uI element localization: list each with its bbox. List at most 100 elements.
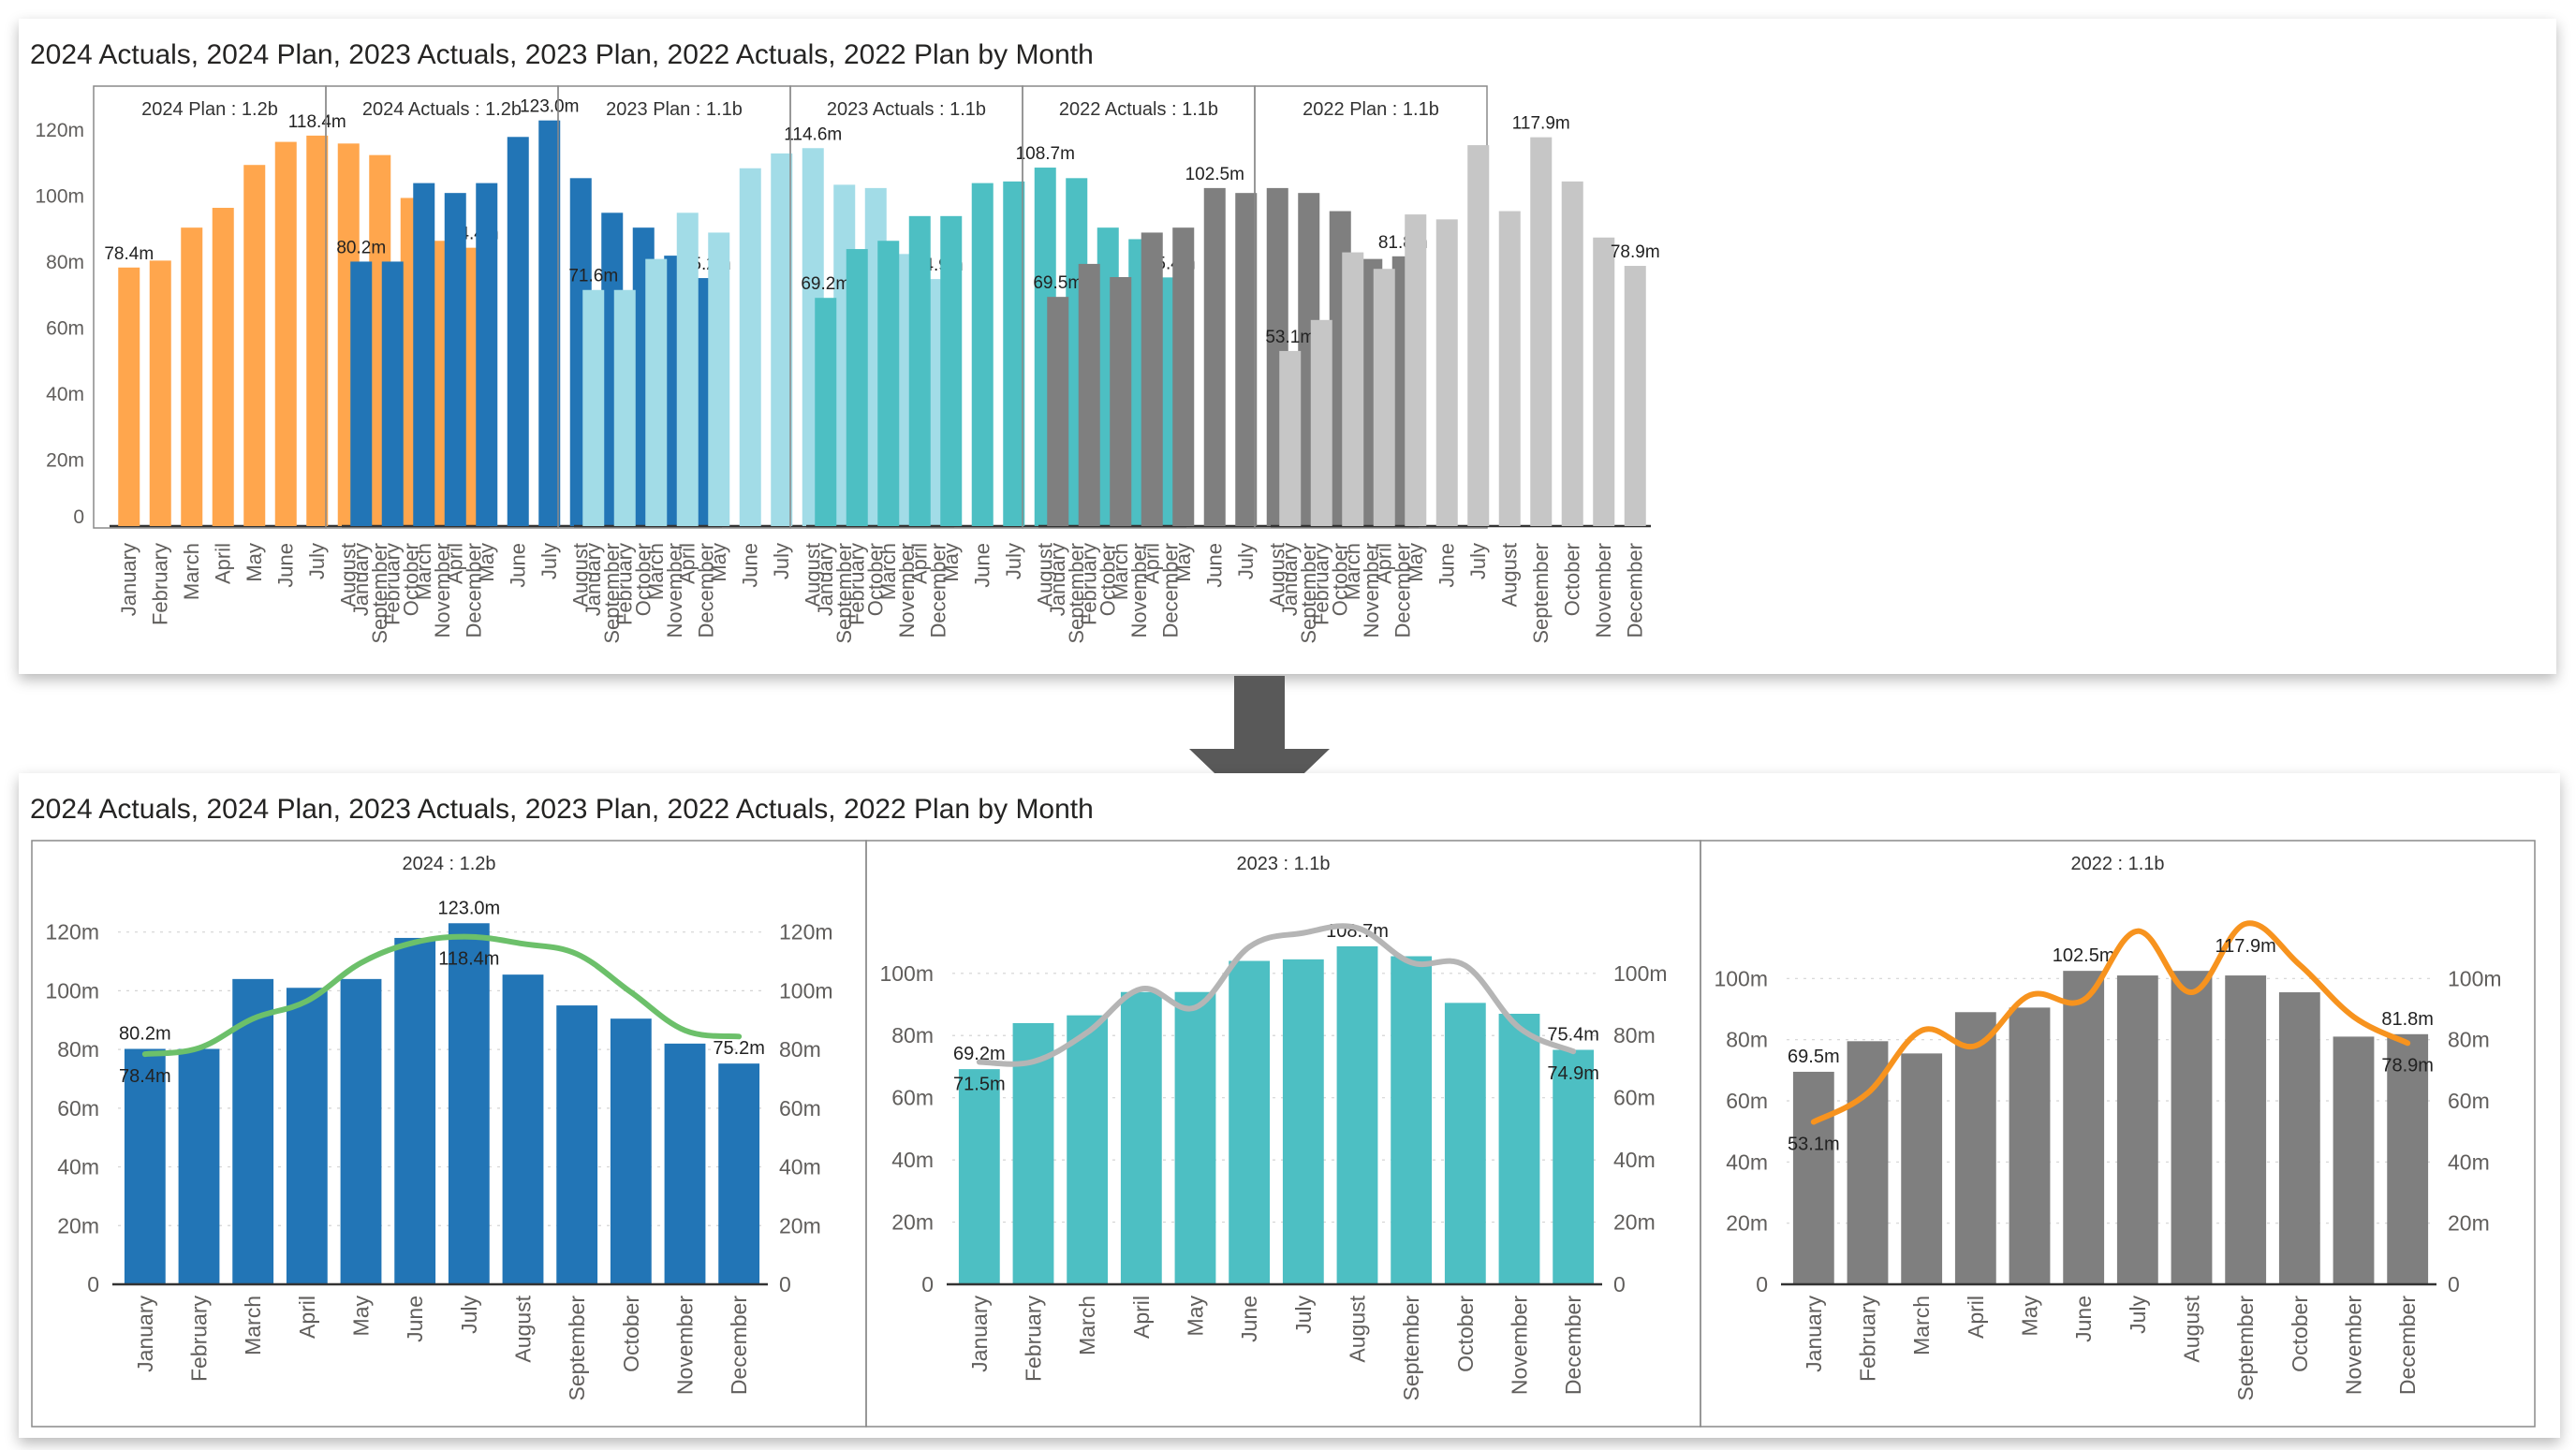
facet-title: 2022 Plan : 1.1b xyxy=(1303,99,1439,120)
x-tick-label: September xyxy=(832,543,856,644)
bar xyxy=(413,183,435,526)
facet-title: 2023 Plan : 1.1b xyxy=(606,99,743,120)
bar xyxy=(610,1018,652,1284)
bar xyxy=(1391,956,1433,1284)
data-label: 114.6m xyxy=(784,124,842,144)
data-label: 118.4m xyxy=(288,112,346,132)
x-tick-label: February xyxy=(845,543,868,625)
bar xyxy=(507,137,529,526)
top-panel-title: 2024 Actuals, 2024 Plan, 2023 Actuals, 2… xyxy=(30,39,1094,70)
x-tick-label: June xyxy=(970,543,994,588)
bar-data-label: 102.5m xyxy=(2053,945,2115,966)
bar xyxy=(2333,1036,2375,1284)
bar xyxy=(1498,211,1521,527)
x-tick-label: October xyxy=(1560,543,1583,616)
data-label: 117.9m xyxy=(1512,114,1570,134)
y-tick-label-right: 80m xyxy=(1613,1023,1656,1047)
x-tick-label: August xyxy=(1497,543,1521,608)
bar xyxy=(1141,232,1163,526)
x-tick-label: October xyxy=(2288,1296,2312,1372)
x-tick-label: January xyxy=(967,1296,992,1372)
y-tick-label-left: 60m xyxy=(57,1096,99,1120)
x-tick-label: December xyxy=(694,543,717,637)
x-tick-label: February xyxy=(1856,1296,1880,1383)
x-tick-label: March xyxy=(241,1296,265,1355)
x-tick-label: June xyxy=(1435,543,1458,588)
bar xyxy=(1342,252,1364,526)
bar xyxy=(149,260,171,526)
y-tick-label: 40m xyxy=(46,384,84,405)
x-tick-label: July xyxy=(457,1296,481,1334)
bar xyxy=(2009,1007,2051,1284)
x-tick-label: July xyxy=(1234,543,1258,579)
x-tick-label: December xyxy=(1391,543,1414,637)
y-tick-label-right: 80m xyxy=(2448,1028,2490,1052)
bar xyxy=(1530,137,1553,526)
y-tick-label-right: 60m xyxy=(1613,1086,1656,1110)
x-tick-label: March xyxy=(1109,543,1132,600)
x-tick-label: March xyxy=(180,543,203,600)
bar xyxy=(1593,237,1615,526)
plan-line xyxy=(141,933,743,1058)
y-tick-label-left: 40m xyxy=(57,1155,99,1179)
y-tick-label-left: 80m xyxy=(57,1037,99,1062)
facet-frame xyxy=(1700,840,2536,1428)
x-tick-label: March xyxy=(1075,1296,1099,1355)
y-tick-label-left: 80m xyxy=(1726,1028,1768,1052)
x-tick-label: January xyxy=(133,1296,157,1372)
bar xyxy=(178,1048,220,1284)
plan-line xyxy=(1810,920,2411,1125)
bar xyxy=(1282,959,1324,1284)
x-tick-label: May xyxy=(475,543,498,582)
plan-line xyxy=(976,923,1577,1067)
x-tick-label: October xyxy=(863,543,887,616)
facet-title: 2022 Actuals : 1.1b xyxy=(1059,99,1218,120)
bar xyxy=(232,978,274,1284)
bar xyxy=(394,937,436,1284)
y-tick-label-left: 20m xyxy=(1726,1211,1768,1236)
bar xyxy=(274,141,297,527)
bottom-panel-title: 2024 Actuals, 2024 Plan, 2023 Actuals, 2… xyxy=(30,794,1094,825)
x-tick-label: July xyxy=(305,543,329,579)
x-tick-label: April xyxy=(443,543,466,584)
line-data-label: 117.9m xyxy=(2215,936,2276,957)
y-tick-label-left: 40m xyxy=(891,1148,934,1172)
bar xyxy=(2171,971,2213,1284)
bar xyxy=(908,215,931,527)
line-data-label: 71.5m xyxy=(953,1074,1006,1094)
x-tick-label: February xyxy=(187,1296,212,1383)
x-tick-label: June xyxy=(1237,1296,1261,1342)
bar xyxy=(1624,266,1646,526)
x-tick-label: April xyxy=(1964,1296,1988,1339)
bar-data-label: 75.4m xyxy=(1547,1025,1599,1046)
bar xyxy=(645,258,668,526)
bar xyxy=(1078,263,1100,526)
bar xyxy=(1110,277,1132,526)
bar xyxy=(1229,960,1271,1284)
x-tick-label: October xyxy=(619,1296,643,1372)
bar-data-label: 80.2m xyxy=(119,1023,171,1044)
bar-data-label: 69.2m xyxy=(953,1044,1006,1064)
data-label: 123.0m xyxy=(520,97,579,117)
x-tick-label: April xyxy=(1129,1296,1154,1339)
x-tick-label: June xyxy=(738,543,761,588)
bar xyxy=(582,289,605,526)
line-data-label: 74.9m xyxy=(1547,1063,1599,1084)
x-tick-label: May xyxy=(349,1296,374,1337)
bar xyxy=(243,165,266,526)
x-tick-label: September xyxy=(1529,543,1553,644)
x-tick-label: December xyxy=(1623,543,1646,637)
bar xyxy=(1561,181,1583,527)
x-tick-label: September xyxy=(600,543,624,644)
x-tick-label: February xyxy=(148,543,171,625)
data-label: 53.1m xyxy=(1265,328,1315,347)
bar xyxy=(118,267,140,526)
x-tick-label: October xyxy=(399,543,422,616)
x-tick-label: August xyxy=(336,543,360,608)
y-tick-label-left: 80m xyxy=(891,1023,934,1047)
x-tick-label: February xyxy=(1022,1296,1046,1383)
bar xyxy=(1203,187,1226,526)
bar xyxy=(1792,1071,1834,1284)
bar xyxy=(958,1069,1000,1284)
x-tick-label: January xyxy=(1046,543,1069,616)
